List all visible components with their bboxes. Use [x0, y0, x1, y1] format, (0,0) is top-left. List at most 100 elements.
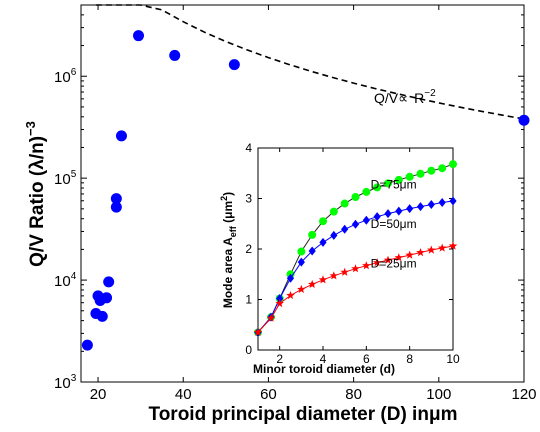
inset-marker-star [340, 267, 349, 276]
inset-marker-circle [297, 247, 306, 256]
inset-marker-star [297, 284, 306, 293]
inset-marker-diamond [449, 196, 457, 206]
inset-y-tick-label: 3 [245, 192, 252, 206]
y-tick-label: 105 [54, 169, 77, 188]
inset-axes-frame [257, 147, 454, 351]
data-point [110, 193, 122, 205]
inset-marker-star [383, 255, 393, 264]
inset-marker-star [351, 264, 360, 273]
inset-marker-diamond [384, 209, 392, 219]
inset-marker-diamond [297, 257, 305, 267]
inset-marker-star [286, 291, 295, 300]
inset-series-labels: D=75μm D=50μm D=25μm [371, 177, 417, 270]
inset-marker-star [405, 250, 414, 259]
y-tick-label: 106 [54, 67, 77, 86]
inset-chart: 2 4 6 8 10 0 1 2 3 4 D=75μm D=50μm D=25μm Minor tor… [219, 141, 460, 376]
inset-marker-circle [340, 199, 349, 208]
inset-marker-star [416, 248, 425, 257]
inset-y-axis-label: Mode area Aeff (μm2) [219, 192, 238, 308]
data-point [115, 130, 127, 142]
data-point [228, 59, 240, 71]
inset-y-tick-label: 1 [245, 293, 252, 307]
inset-marker-diamond [351, 219, 360, 229]
inset-marker-circle [449, 160, 457, 169]
inset-x-tick-label: 8 [406, 352, 413, 366]
data-point [96, 310, 108, 322]
y-tick-label: 104 [54, 271, 77, 290]
inset-marker-diamond [276, 293, 284, 303]
x-axis-label: Toroid principal diameter (D) inμm [149, 404, 458, 425]
inset-marker-star [427, 245, 436, 254]
inset-marker-star [437, 243, 447, 252]
inset-marker-diamond [406, 204, 414, 214]
data-point [133, 30, 145, 42]
inset-x-tick-label: 4 [320, 352, 327, 366]
inset-marker-diamond [341, 224, 349, 234]
inset-ticks: 2 4 6 8 10 0 1 2 3 4 [245, 141, 460, 366]
inset-marker-star [307, 279, 317, 288]
inset-marker-diamond [438, 198, 446, 208]
x-tick-label: 20 [90, 386, 107, 403]
inset-marker-circle [394, 175, 403, 184]
inset-marker-star [253, 327, 263, 336]
inset-marker-star [318, 275, 328, 284]
inset-marker-star [266, 313, 276, 322]
fit-line [95, 4, 525, 120]
inset-series-label: D=75μm [371, 177, 417, 191]
main-fit-line [95, 4, 525, 120]
inset-marker-circle [438, 164, 447, 173]
inset-marker-diamond [395, 206, 403, 216]
y-tick-label: 103 [54, 373, 77, 392]
inset-marker-circle [329, 207, 338, 216]
inset-marker-star [362, 261, 371, 270]
y-axis-label: Q/V Ratio (λ/n)−3 [23, 121, 48, 267]
inset-marker-star [372, 258, 382, 267]
inset-marker-circle [362, 187, 371, 196]
inset-marker-star [448, 241, 458, 250]
inset-marker-diamond [330, 230, 338, 240]
inset-marker-diamond [286, 273, 295, 283]
fit-annotation: Q/V∝ R−2 [374, 88, 436, 106]
inset-y-tick-label: 0 [245, 343, 252, 357]
x-tick-label: 40 [175, 386, 192, 403]
data-point [101, 292, 113, 304]
inset-marker-circle [427, 166, 436, 175]
inset-x-tick-label: 2 [276, 352, 283, 366]
inset-series [253, 160, 458, 337]
data-point [169, 49, 181, 61]
inset-x-tick-label: 10 [446, 352, 460, 366]
inset-marker-circle [405, 172, 414, 181]
inset-marker-circle [373, 183, 382, 192]
inset-marker-diamond [416, 202, 425, 212]
inset-marker-circle [351, 192, 360, 201]
x-tick-label: 80 [345, 386, 362, 403]
data-point [110, 201, 122, 213]
inset-series-label: D=25μm [371, 257, 417, 271]
data-point [103, 276, 115, 288]
inset-marker-circle [319, 217, 327, 226]
inset-y-tick-label: 4 [245, 141, 252, 155]
inset-series-label: D=50μm [371, 217, 417, 231]
inset-marker-diamond [373, 212, 381, 222]
x-tick-label: 60 [260, 386, 277, 403]
inset-marker-diamond [362, 215, 370, 225]
x-tick-label: 120 [511, 386, 536, 403]
data-point [518, 114, 530, 126]
inset-y-tick-label: 2 [245, 242, 252, 256]
inset-marker-circle [416, 169, 425, 178]
main-data-points [81, 30, 530, 351]
inset-x-tick-label: 6 [363, 352, 370, 366]
inset-marker-star [275, 299, 284, 308]
inset-marker-star [394, 253, 404, 262]
inset-marker-diamond [427, 200, 435, 210]
inset-marker-diamond [308, 246, 316, 256]
inset-marker-star [329, 271, 339, 280]
x-tick-label: 100 [426, 386, 451, 403]
inset-marker-circle [384, 179, 392, 188]
data-point [81, 339, 93, 351]
inset-marker-diamond [319, 237, 327, 247]
inset-x-axis-label: Minor toroid diameter (d) [253, 362, 395, 376]
inset-marker-circle [308, 230, 317, 239]
